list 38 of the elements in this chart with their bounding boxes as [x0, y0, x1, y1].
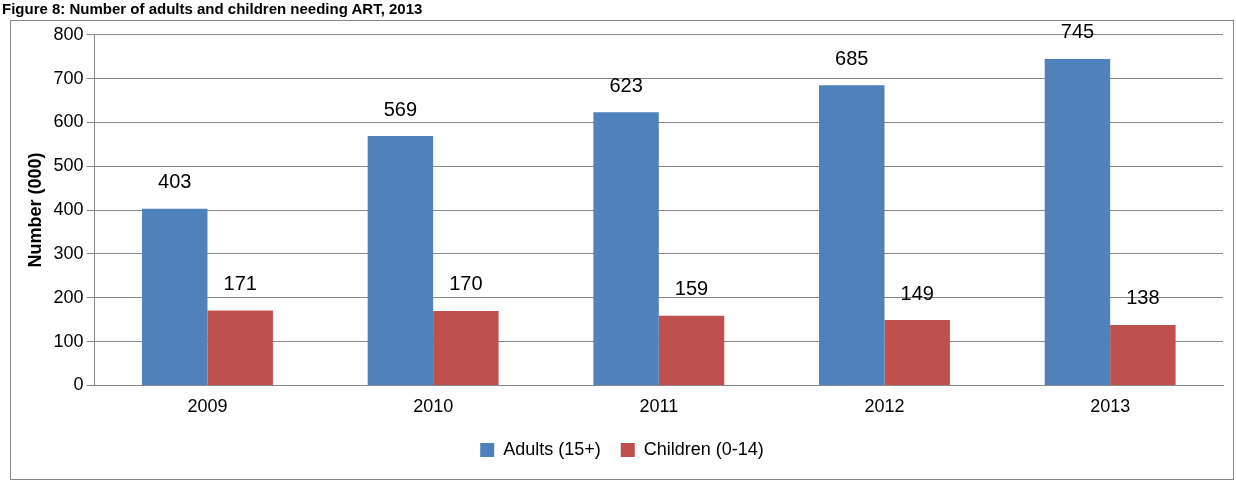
bar	[658, 315, 725, 385]
y-axis-title: Number (000)	[24, 152, 45, 268]
bar	[884, 320, 950, 385]
data-label: 170	[449, 272, 483, 295]
y-tick-label: 800	[53, 23, 84, 44]
data-label: 403	[158, 170, 192, 193]
bar	[433, 310, 499, 385]
bar	[142, 208, 208, 385]
bar	[367, 136, 434, 385]
data-label: 159	[674, 277, 709, 300]
legend-label: Children (0-14)	[643, 438, 764, 459]
x-tick-label: 2012	[864, 396, 905, 417]
data-label: 138	[1126, 286, 1160, 309]
y-tick-label: 300	[53, 242, 84, 263]
bar	[819, 85, 885, 385]
data-label: 171	[223, 271, 257, 294]
bar	[593, 112, 659, 385]
y-tick-label: 700	[53, 67, 84, 88]
data-label: 149	[900, 281, 934, 304]
y-tick-label: 600	[53, 111, 84, 132]
bar	[207, 310, 273, 385]
x-tick-label: 2010	[413, 396, 454, 417]
chart-title: Figure 8: Number of adults and children needing ART, 2013	[2, 0, 423, 18]
data-label: 569	[383, 97, 418, 120]
y-tick-label: 400	[53, 199, 84, 220]
data-label: 623	[609, 73, 643, 96]
data-label: 685	[835, 46, 869, 69]
x-tick-label: 2011	[639, 396, 679, 417]
y-tick-label: 100	[53, 330, 84, 351]
bar	[1044, 58, 1111, 385]
legend-label: Adults (15+)	[503, 438, 601, 459]
bar	[1110, 324, 1176, 385]
x-tick-label: 2009	[187, 396, 228, 417]
y-tick-label: 200	[53, 286, 84, 307]
x-tick-label: 2013	[1090, 396, 1131, 417]
y-tick-label: 500	[53, 155, 84, 176]
y-tick-label: 0	[73, 374, 84, 395]
data-label: 745	[1060, 20, 1095, 43]
